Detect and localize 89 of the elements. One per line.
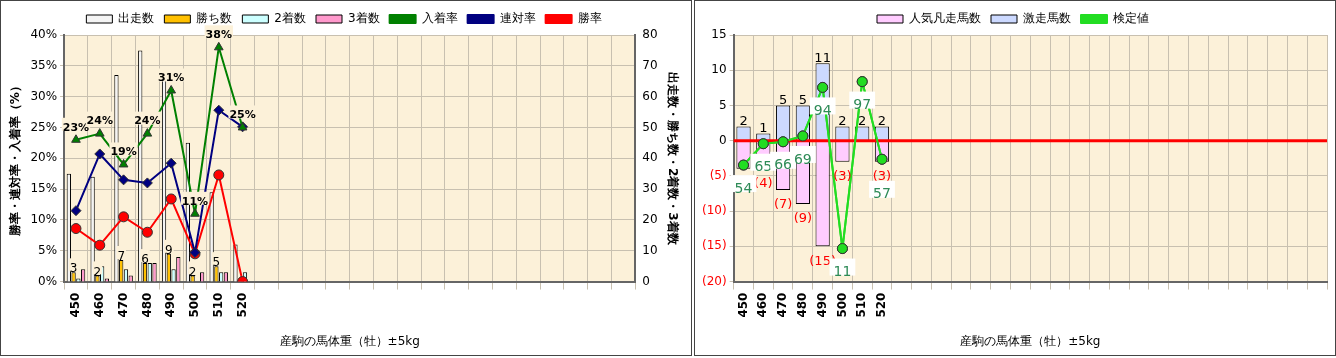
legend-label: 入着率: [421, 11, 458, 26]
data-label: 11: [814, 49, 831, 65]
data-label: 31%: [158, 71, 185, 85]
y-tick-label: (20): [701, 273, 727, 288]
data-label: 19%: [110, 145, 137, 159]
y2-tick-label: 40: [642, 150, 658, 165]
y-tick-label: 40%: [30, 27, 58, 42]
x-tick-label: 450: [68, 292, 83, 318]
data-label: 25%: [229, 108, 256, 122]
data-label: 69: [793, 150, 812, 167]
y-tick-label: 0%: [38, 273, 58, 288]
x-tick-label: 490: [163, 292, 178, 318]
legend-label: 勝率: [577, 11, 602, 26]
x-tick-label: 450: [735, 292, 750, 318]
data-label: (3): [872, 168, 892, 184]
data-label: 2: [838, 112, 847, 128]
data-label: 2: [93, 264, 102, 279]
y2-tick-label: 30: [642, 181, 658, 196]
y2-tick-label: 50: [642, 119, 658, 134]
x-tick-label: 510: [210, 292, 225, 318]
y-tick-label: 10%: [30, 212, 58, 227]
data-label: 97: [853, 96, 872, 113]
y-tick-label: 0: [718, 132, 727, 147]
y2-tick-label: 80: [642, 27, 658, 42]
y2-tick-label: 70: [642, 57, 658, 72]
data-label: 2: [188, 264, 197, 279]
y-tick-label: 5%: [38, 242, 58, 257]
data-label: 38%: [205, 28, 232, 42]
legend-label: 3着数: [348, 11, 380, 26]
data-label: 24%: [86, 114, 113, 128]
y-axis-title: 勝率・連対率・入着率（%）: [8, 80, 23, 238]
data-label: 5: [778, 91, 788, 107]
x-tick-label: 470: [775, 292, 790, 318]
y2-tick-label: 10: [642, 242, 658, 257]
x-tick-label: 480: [139, 292, 154, 318]
y-tick-label: (10): [701, 203, 727, 218]
data-label: 7: [117, 249, 126, 264]
y-tick-label: 35%: [30, 57, 58, 72]
x-tick-label: 510: [854, 292, 869, 318]
legend-label: 検定値: [1113, 11, 1149, 26]
y-tick-label: 15%: [30, 181, 58, 196]
data-label: 2: [739, 112, 748, 128]
data-label: 11: [833, 263, 852, 280]
legend-label: 人気凡走馬数: [909, 11, 981, 26]
data-label: 5: [798, 91, 807, 107]
y2-tick-label: 20: [642, 212, 658, 227]
legend-label: 連対率: [499, 11, 536, 26]
data-label: 2: [877, 112, 887, 128]
x-tick-label: 500: [834, 292, 849, 318]
data-label: 1: [759, 120, 768, 135]
data-label: (7): [773, 196, 793, 212]
data-label: 94: [813, 102, 832, 119]
data-label: 3: [69, 261, 78, 276]
y2-tick-label: 0: [642, 273, 650, 288]
x-tick-label: 460: [91, 292, 106, 318]
data-label: 2: [858, 112, 867, 128]
y-tick-label: 30%: [30, 88, 58, 103]
y-tick-label: 5: [718, 97, 727, 112]
data-label: 6: [141, 252, 149, 267]
data-label: 57: [873, 185, 891, 202]
y-tick-label: 15: [711, 27, 727, 42]
data-label: 5: [212, 255, 221, 270]
y-tick-label: (15): [701, 238, 727, 253]
legend-label: 勝ち数: [196, 11, 233, 26]
y-tick-label: 25%: [30, 119, 58, 134]
y-tick-label: 10: [711, 62, 727, 77]
data-label: (9): [793, 210, 813, 226]
data-label: 65: [754, 158, 773, 175]
x-tick-label: 470: [115, 292, 130, 318]
legend-label: 出走数: [118, 11, 155, 26]
x-tick-label: 500: [187, 292, 202, 318]
x-axis-title: 産駒の馬体重（牡）±5kg: [960, 333, 1101, 348]
x-tick-label: 490: [814, 292, 829, 318]
legend-label: 激走馬数: [1023, 11, 1071, 26]
data-label: 24%: [134, 114, 161, 128]
legend-label: 2着数: [274, 11, 307, 26]
x-tick-label: 480: [794, 292, 809, 318]
data-label: 11%: [181, 194, 209, 208]
x-tick-label: 520: [874, 292, 889, 318]
data-label: 54: [734, 179, 753, 196]
data-label: 9: [164, 242, 173, 257]
y-tick-label: 20%: [30, 150, 58, 165]
x-tick-label: 460: [755, 292, 770, 318]
data-label: 66: [774, 156, 793, 173]
x-tick-label: 520: [234, 292, 249, 318]
x-axis-title: 産駒の馬体重（牡）±5kg: [279, 333, 420, 348]
y2-axis-title: 出走数・勝ち数・2着数・3着数: [665, 71, 680, 246]
y2-tick-label: 60: [642, 88, 658, 103]
y-tick-label: (5): [709, 168, 727, 183]
